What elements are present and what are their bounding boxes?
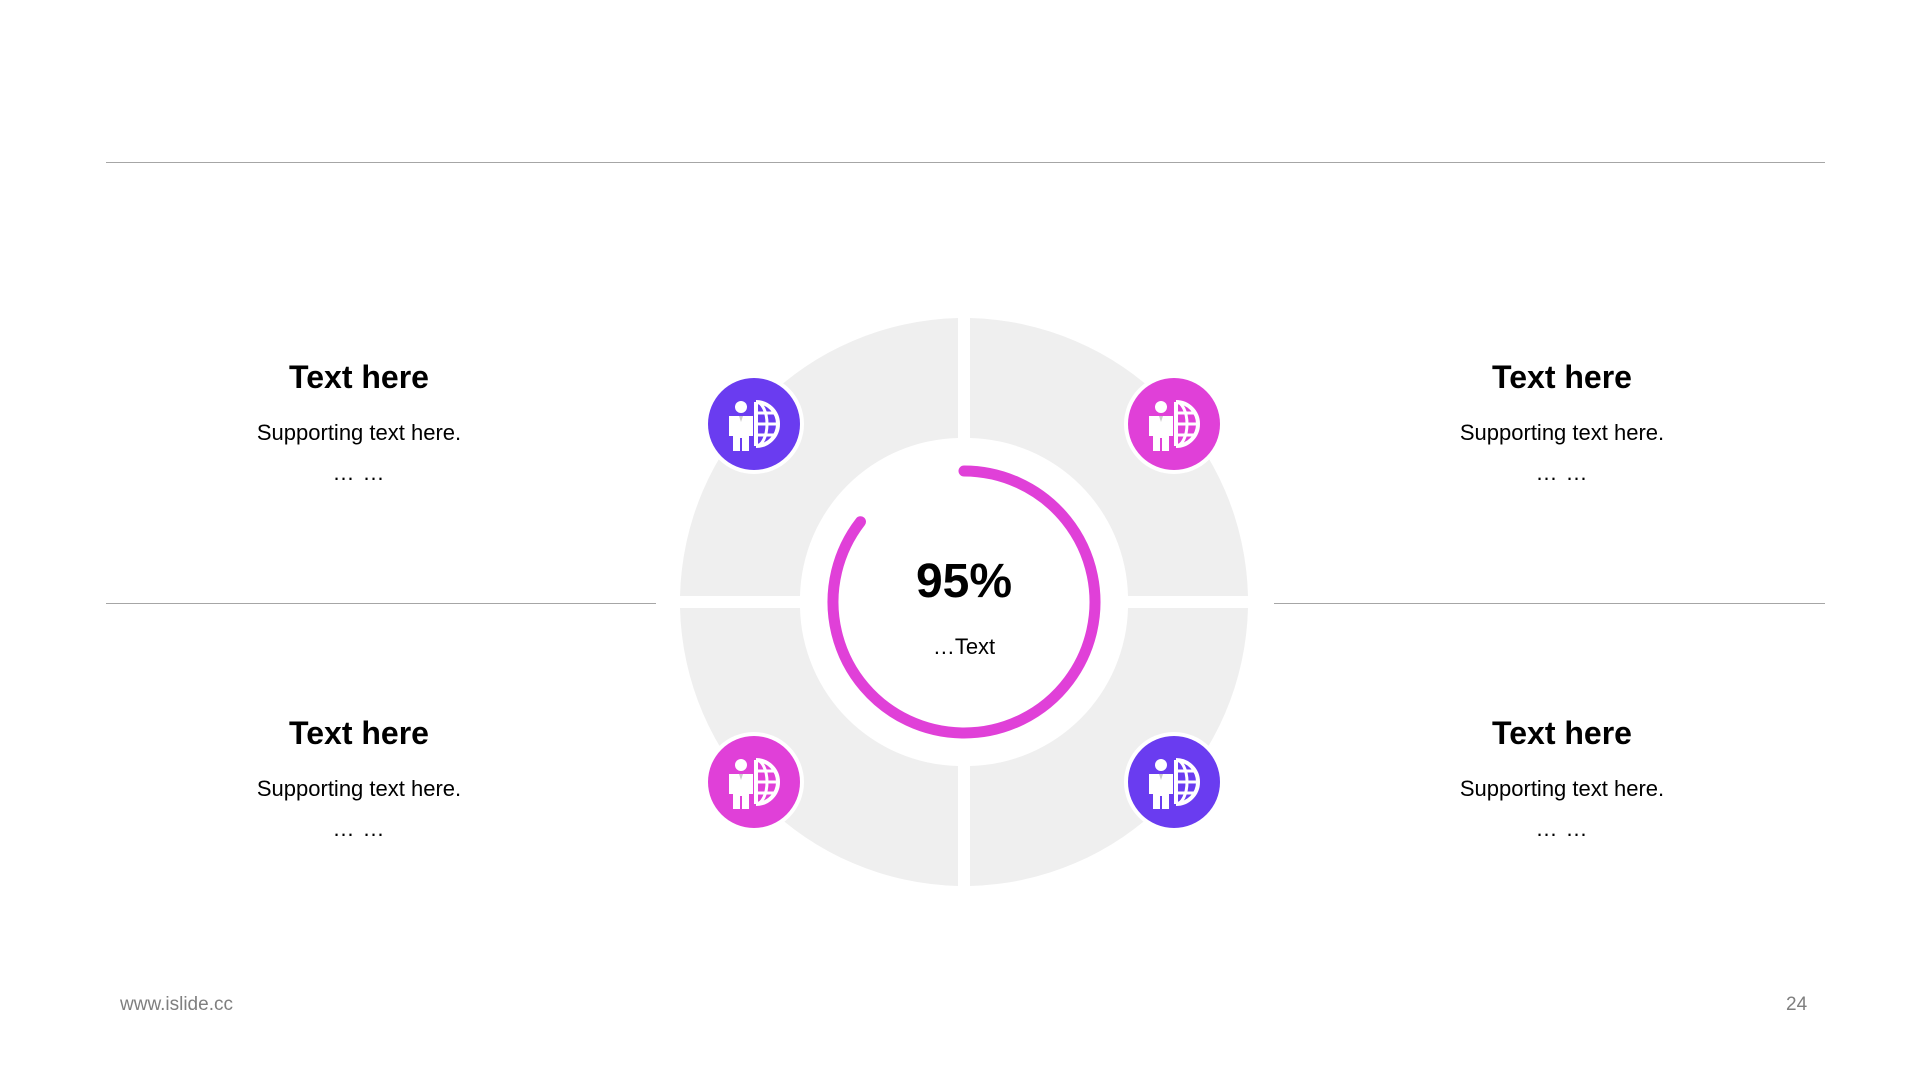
text-block-top-right: Text here Supporting text here. … … bbox=[1362, 358, 1762, 486]
block-title: Text here bbox=[289, 359, 429, 395]
text-block-top-left: Text here Supporting text here. … … bbox=[159, 358, 559, 486]
progress-value: 95% bbox=[916, 555, 1012, 608]
quadrant-segment-bottom-right bbox=[970, 608, 1248, 886]
block-ellipsis: … … bbox=[1535, 816, 1589, 841]
block-title: Text here bbox=[1492, 359, 1632, 395]
quadrant-segment-bottom-left bbox=[680, 608, 958, 886]
text-block-bottom-left: Text here Supporting text here. … … bbox=[159, 714, 559, 842]
page-number: 24 bbox=[1786, 994, 1808, 1015]
icon-badge-top-right bbox=[1124, 374, 1224, 474]
block-ellipsis: … … bbox=[332, 460, 386, 485]
progress-arc bbox=[827, 465, 1101, 739]
right-divider bbox=[1274, 603, 1825, 604]
quadrant-segment-top-right bbox=[970, 318, 1248, 596]
block-title: Text here bbox=[1492, 715, 1632, 751]
footer-website: www.islide.cc bbox=[120, 994, 233, 1015]
icon-badge-top-left bbox=[704, 374, 804, 474]
text-block-bottom-right: Text here Supporting text here. … … bbox=[1362, 714, 1762, 842]
block-supporting-text: Supporting text here. bbox=[256, 420, 462, 445]
block-title: Text here bbox=[289, 715, 429, 751]
block-ellipsis: … … bbox=[1535, 460, 1589, 485]
block-supporting-text: Supporting text here. bbox=[1459, 776, 1665, 801]
block-supporting-text: Supporting text here. bbox=[256, 776, 462, 801]
icon-badge-bottom-right bbox=[1124, 732, 1224, 832]
icon-badge-bottom-left bbox=[704, 732, 804, 832]
block-ellipsis: … … bbox=[332, 816, 386, 841]
quadrant-segment-top-left bbox=[680, 318, 958, 596]
top-divider bbox=[106, 162, 1825, 163]
block-supporting-text: Supporting text here. bbox=[1459, 420, 1665, 445]
progress-label: …Text bbox=[933, 634, 995, 659]
left-divider bbox=[106, 603, 656, 604]
